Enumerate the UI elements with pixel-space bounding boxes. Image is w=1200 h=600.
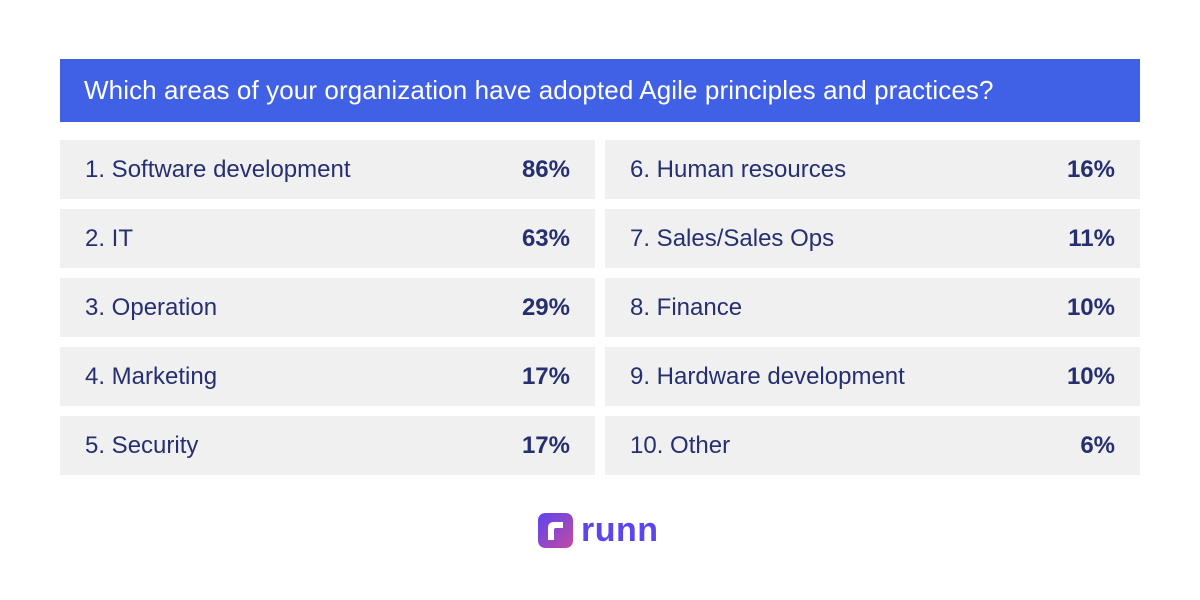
row-value: 86% xyxy=(521,155,570,183)
row-label: 9. Hardware development xyxy=(630,362,905,390)
row-value: 11% xyxy=(1068,224,1115,252)
result-row-hardware-development: 9. Hardware development 10% xyxy=(605,347,1140,406)
row-label: 8. Finance xyxy=(630,293,743,321)
row-label: 6. Human resources xyxy=(630,155,847,183)
row-value: 29% xyxy=(521,293,570,321)
result-row-security: 5. Security 17% xyxy=(60,416,595,475)
chart-title: Which areas of your organization have ad… xyxy=(84,75,994,105)
row-value: 17% xyxy=(521,362,570,390)
runn-logo: runn xyxy=(538,512,659,548)
result-row-operation: 3. Operation 29% xyxy=(60,278,595,337)
row-value: 63% xyxy=(521,224,570,252)
row-value: 16% xyxy=(1066,155,1115,183)
result-row-marketing: 4. Marketing 17% xyxy=(60,347,595,406)
result-row-sales-ops: 7. Sales/Sales Ops 11% xyxy=(605,209,1140,268)
row-label: 3. Operation xyxy=(85,293,218,321)
row-value: 6% xyxy=(1080,431,1115,459)
row-value: 17% xyxy=(521,431,570,459)
row-label: 4. Marketing xyxy=(85,362,218,390)
brand-name: runn xyxy=(581,511,659,549)
row-value: 10% xyxy=(1066,362,1115,390)
result-row-it: 2. IT 63% xyxy=(60,209,595,268)
result-row-software-development: 1. Software development 86% xyxy=(60,140,595,199)
row-label: 7. Sales/Sales Ops xyxy=(630,224,835,252)
result-row-other: 10. Other 6% xyxy=(605,416,1140,475)
row-value: 10% xyxy=(1066,293,1115,321)
row-label: 10. Other xyxy=(630,431,731,459)
result-row-finance: 8. Finance 10% xyxy=(605,278,1140,337)
result-row-human-resources: 6. Human resources 16% xyxy=(605,140,1140,199)
chart-title-banner: Which areas of your organization have ad… xyxy=(60,59,1140,122)
runn-logo-icon xyxy=(538,512,573,548)
row-label: 2. IT xyxy=(85,224,134,252)
results-grid: 1. Software development 86% 2. IT 63% 3.… xyxy=(60,140,1140,475)
row-label: 1. Software development xyxy=(85,155,351,183)
row-label: 5. Security xyxy=(85,431,199,459)
